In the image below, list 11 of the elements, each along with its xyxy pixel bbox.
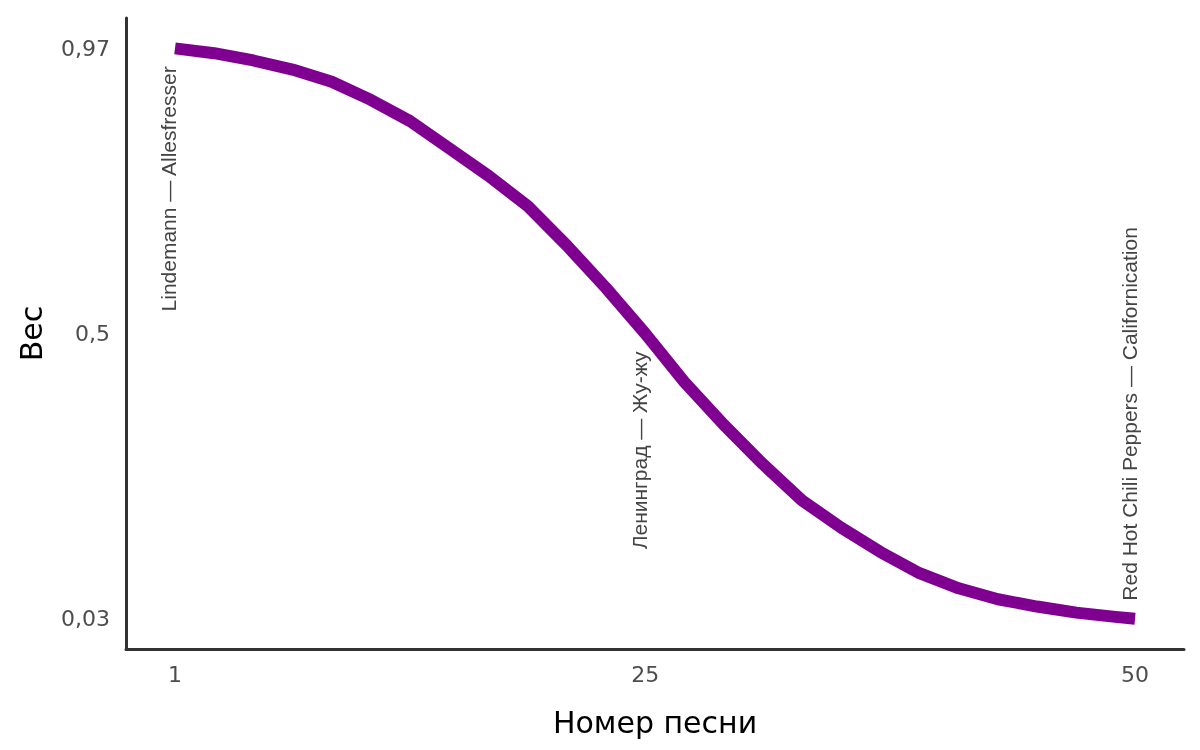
x-axis-title: Номер песни (552, 704, 758, 740)
annotation: Ленинград — Жу-жу (627, 351, 651, 550)
y-tick-label: 0,5 (75, 321, 110, 346)
y-tick-label: 0,03 (61, 606, 110, 632)
y-tick-label: 0,97 (61, 35, 110, 61)
y-axis-title: Вес (13, 305, 49, 362)
x-tick-label: 25 (631, 661, 660, 687)
annotation: Red Hot Chili Peppers — Californication (1117, 227, 1141, 601)
annotation: Lindemann — Allesfresser (157, 66, 181, 312)
x-tick-label: 50 (1121, 661, 1150, 687)
x-tick-label: 1 (167, 661, 182, 687)
